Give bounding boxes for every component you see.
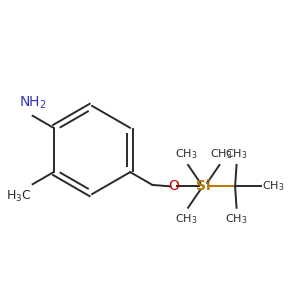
Text: Si: Si [196,179,211,194]
Text: CH$_3$: CH$_3$ [176,147,198,161]
Text: CH$_3$: CH$_3$ [262,179,285,193]
Text: CH$_3$: CH$_3$ [225,147,248,161]
Text: H$_3$C: H$_3$C [6,189,31,204]
Text: CH$_3$: CH$_3$ [176,212,198,226]
Text: O: O [168,179,179,194]
Text: NH$_2$: NH$_2$ [19,94,46,111]
Text: CH$_3$: CH$_3$ [225,212,248,226]
Text: CH$_3$: CH$_3$ [210,147,232,161]
